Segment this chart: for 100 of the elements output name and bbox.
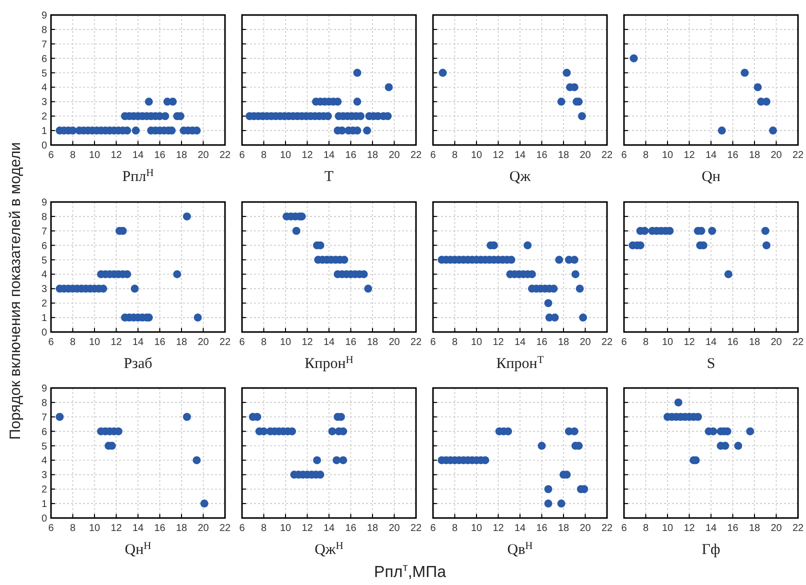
x-axis-title: Рзаб: [124, 356, 153, 372]
x-tick-label: 20: [770, 523, 782, 534]
x-tick-label: 6: [239, 150, 246, 161]
y-tick-label: 2: [41, 112, 48, 123]
x-tick-label: 8: [452, 150, 458, 161]
x-tick-label: 18: [176, 150, 188, 161]
y-tick-label: 1: [41, 313, 48, 324]
x-tick-label: 8: [70, 150, 76, 161]
x-tick-label: 16: [345, 523, 357, 534]
y-tick-label: 5: [41, 68, 48, 80]
x-tick-label: 18: [366, 150, 378, 161]
x-tick-label: 16: [727, 523, 739, 534]
x-tick-label: 18: [366, 337, 378, 348]
x-tick-label: 14: [323, 150, 335, 161]
y-axis-title: Порядок включения показателей в модели: [7, 142, 24, 440]
x-tick-label: 16: [536, 523, 548, 534]
x-tick-label: 6: [48, 150, 54, 161]
x-axis-title: Qн: [702, 169, 720, 185]
x-tick-label: 12: [110, 523, 122, 534]
x-tick-label: 8: [452, 523, 458, 534]
y-tick-label: 1: [41, 499, 48, 510]
x-tick-label: 18: [748, 523, 760, 534]
x-axis-title: Гф: [702, 542, 720, 558]
y-tick-label: 2: [41, 484, 48, 496]
x-tick-label: 8: [452, 337, 458, 348]
y-tick-label: 4: [41, 456, 48, 467]
x-tick-label: 12: [492, 523, 504, 534]
x-tick-label: 14: [705, 337, 717, 348]
x-axis-title: Кпрон$^{Н}$: [304, 354, 354, 372]
x-tick-label: 20: [388, 150, 400, 161]
x-tick-label: 6: [430, 150, 436, 161]
x-tick-label: 10: [88, 523, 100, 534]
x-tick-label: 12: [302, 150, 314, 161]
x-tick-label: 18: [558, 523, 570, 534]
y-tick-label: 6: [41, 426, 48, 438]
y-tick-label: 0: [41, 140, 48, 152]
x-tick-label: 12: [110, 337, 122, 348]
x-tick-label: 10: [662, 523, 674, 534]
x-axis-title: Qв$^{Н}$: [507, 540, 534, 558]
x-tick-label: 14: [705, 523, 717, 534]
x-tick-label: 14: [705, 150, 717, 161]
x-tick-label: 16: [536, 337, 548, 348]
x-tick-label: 8: [260, 337, 267, 348]
x-tick-label: 20: [198, 150, 210, 161]
y-tick-label: 6: [41, 54, 48, 65]
x-tick-label: 6: [430, 337, 436, 348]
x-tick-label: 10: [470, 150, 482, 161]
y-tick-label: 0: [41, 328, 48, 338]
y-tick-label: 0: [41, 514, 48, 524]
x-tick-label: 6: [48, 337, 54, 348]
x-tick-label: 6: [621, 150, 628, 161]
x-tick-label: 10: [662, 337, 674, 348]
y-tick-label: 2: [41, 298, 48, 310]
y-tick-label: 1: [41, 126, 48, 138]
x-tick-label: 8: [70, 523, 76, 534]
x-tick-label: 20: [770, 337, 782, 348]
x-tick-label: 22: [792, 523, 804, 534]
x-tick-label: 10: [280, 523, 292, 534]
y-tick-label: 9: [41, 10, 48, 22]
x-tick-label: 12: [492, 337, 504, 348]
x-tick-label: 18: [176, 523, 188, 534]
x-tick-label: 10: [470, 337, 482, 348]
y-tick-label: 8: [41, 398, 48, 409]
x-tick-label: 8: [642, 150, 649, 161]
y-tick-label: 6: [41, 240, 48, 252]
x-tick-label: 10: [280, 150, 292, 161]
x-tick-label: 22: [601, 150, 613, 161]
x-tick-label: 18: [558, 150, 570, 161]
x-tick-label: 6: [239, 523, 246, 534]
x-axis-title: Qж: [509, 169, 532, 185]
x-tick-label: 22: [410, 150, 422, 161]
y-tick-label: 4: [41, 270, 48, 281]
y-tick-label: 7: [41, 39, 48, 50]
y-tick-label: 8: [41, 24, 48, 36]
x-tick-label: 6: [430, 523, 436, 534]
x-tick-label: 12: [110, 150, 122, 161]
x-tick-label: 16: [345, 337, 357, 348]
x-tick-label: 8: [260, 523, 267, 534]
x-tick-label: 16: [154, 150, 166, 161]
x-tick-label: 6: [621, 337, 628, 348]
x-tick-label: 8: [642, 523, 649, 534]
y-tick-label: 3: [41, 284, 48, 296]
x-tick-label: 18: [366, 523, 378, 534]
x2-axis-title: Рпл$^{т}$,МПа: [374, 562, 446, 581]
x-tick-label: 10: [88, 150, 100, 161]
x-tick-label: 14: [514, 523, 526, 534]
y-tick-label: 7: [41, 226, 48, 238]
y-tick-label: 5: [41, 441, 48, 452]
x-axis-title: Qн$^{Н}$: [124, 540, 152, 558]
y-tick-label: 4: [41, 82, 48, 94]
x-tick-label: 22: [219, 150, 231, 161]
x-tick-label: 16: [727, 150, 739, 161]
x-tick-label: 8: [260, 150, 267, 161]
x-tick-label: 16: [536, 150, 548, 161]
x-tick-label: 14: [323, 337, 335, 348]
y-tick-label: 5: [41, 255, 48, 266]
y-tick-label: 3: [41, 470, 48, 482]
x-tick-label: 12: [684, 150, 696, 161]
x-tick-label: 8: [642, 337, 649, 348]
x-tick-label: 22: [601, 337, 613, 348]
